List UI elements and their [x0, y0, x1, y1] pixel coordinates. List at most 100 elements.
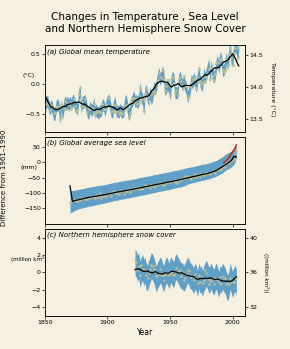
Point: [165, 77, 170, 83]
Point: [171, 179, 176, 184]
Text: (°C): (°C): [23, 73, 35, 78]
Point: [160, 273, 165, 278]
Point: [148, 92, 152, 98]
Point: [74, 109, 79, 114]
Point: [44, 101, 48, 107]
Point: [91, 101, 96, 107]
Point: [122, 106, 126, 112]
Point: [175, 269, 180, 274]
Point: [224, 56, 229, 61]
Point: [156, 271, 161, 276]
Point: [204, 75, 209, 80]
Point: [190, 76, 195, 82]
Text: (million km²): (million km²): [11, 257, 47, 262]
Point: [211, 77, 216, 83]
Point: [148, 266, 152, 272]
Point: [96, 109, 101, 114]
Point: [191, 76, 196, 81]
Point: [203, 79, 207, 84]
Point: [68, 200, 72, 206]
Point: [202, 172, 206, 178]
Text: Changes in Temperature , Sea Level
and Northern Hemisphere Snow Cover: Changes in Temperature , Sea Level and N…: [45, 12, 245, 34]
Point: [236, 41, 241, 47]
Point: [140, 95, 145, 101]
Point: [164, 83, 168, 89]
Point: [193, 75, 197, 80]
Point: [185, 267, 190, 273]
Point: [233, 275, 238, 281]
Point: [174, 88, 179, 93]
Point: [139, 185, 144, 191]
Point: [150, 182, 155, 188]
Point: [154, 273, 159, 278]
Point: [79, 103, 84, 109]
Point: [199, 81, 204, 87]
Point: [135, 267, 140, 273]
Point: [85, 109, 90, 115]
Point: [156, 70, 161, 76]
Point: [143, 91, 147, 96]
Point: [109, 193, 114, 198]
Point: [215, 166, 220, 172]
Point: [158, 266, 162, 272]
Point: [110, 108, 115, 114]
Point: [100, 101, 105, 107]
Point: [169, 178, 174, 184]
Point: [148, 185, 152, 191]
Point: [190, 274, 195, 280]
Point: [229, 280, 234, 285]
Point: [196, 173, 201, 178]
Point: [155, 180, 160, 186]
Point: [234, 275, 239, 280]
Point: [138, 184, 142, 189]
Point: [180, 86, 185, 91]
Point: [218, 58, 222, 63]
Point: [195, 281, 200, 286]
Point: [119, 111, 124, 117]
Point: [173, 180, 177, 185]
Point: [79, 195, 84, 201]
Point: [231, 50, 236, 56]
Point: [155, 273, 160, 278]
Point: [225, 281, 230, 287]
Point: [186, 268, 191, 274]
Point: [222, 277, 226, 282]
Point: [70, 197, 75, 202]
Point: [95, 194, 100, 200]
Point: [200, 280, 205, 285]
Point: [98, 191, 102, 196]
Point: [183, 82, 187, 87]
Point: [131, 95, 136, 100]
Point: [69, 198, 74, 203]
Point: [183, 276, 187, 281]
Point: [184, 175, 189, 181]
Point: [48, 107, 52, 113]
Point: [124, 103, 128, 108]
Point: [231, 280, 236, 285]
Point: [119, 187, 124, 193]
Point: [134, 185, 139, 191]
Point: [220, 67, 225, 72]
Point: [135, 101, 140, 106]
Point: [175, 179, 180, 184]
Point: [220, 273, 225, 279]
Point: [170, 178, 175, 184]
Point: [191, 173, 196, 179]
Point: [145, 94, 150, 100]
Point: [158, 74, 162, 80]
Point: [109, 109, 114, 115]
Point: [68, 102, 72, 107]
Point: [134, 259, 139, 265]
Point: [114, 190, 119, 196]
Point: [83, 196, 87, 202]
Point: [180, 269, 185, 274]
Point: [203, 170, 207, 175]
Point: [168, 179, 172, 185]
Point: [145, 275, 150, 281]
Point: [219, 166, 224, 172]
Point: [136, 101, 141, 106]
Point: [231, 156, 236, 162]
Point: [126, 186, 131, 192]
Point: [210, 169, 215, 174]
Point: [189, 79, 194, 84]
